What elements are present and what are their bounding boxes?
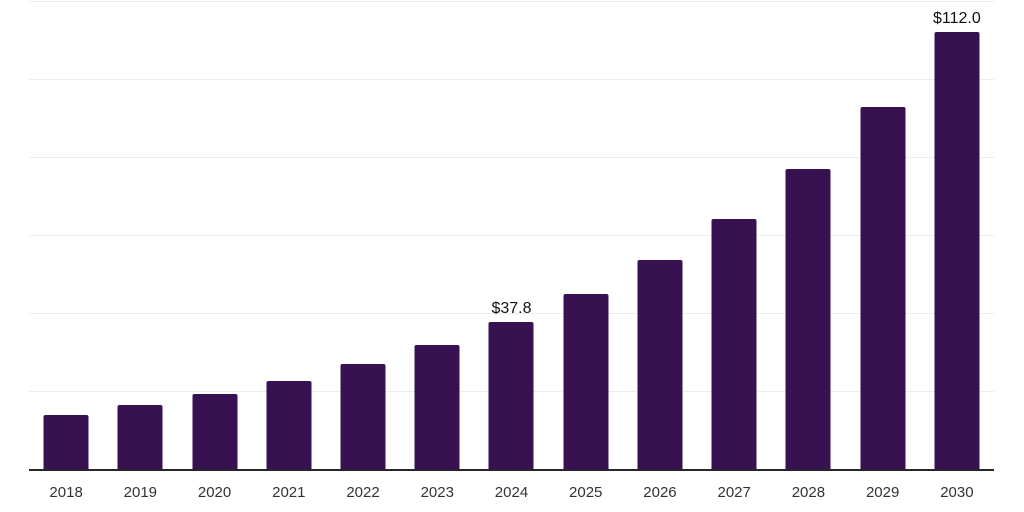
- bar-slot-2027: [697, 1, 771, 469]
- bar-slot-2019: [103, 1, 177, 469]
- x-tick-label-2025: 2025: [569, 484, 603, 501]
- bar-2026: [637, 260, 683, 469]
- bar-2020: [192, 394, 238, 469]
- gridline-60: [29, 235, 994, 236]
- x-tick-label-2022: 2022: [346, 484, 380, 501]
- bar-slot-2023: [400, 1, 474, 469]
- plot-area: $37.8 $112.0: [29, 1, 994, 469]
- bar-slot-2029: [846, 1, 920, 469]
- x-tick-label-2018: 2018: [49, 484, 83, 501]
- x-tick-label-2023: 2023: [420, 484, 454, 501]
- bar-2021: [266, 380, 312, 469]
- bar-2023: [414, 345, 460, 469]
- x-tick-label-2019: 2019: [123, 484, 158, 501]
- x-tick-label-2028: 2028: [791, 484, 826, 501]
- bar-slot-2021: [252, 1, 326, 469]
- x-tick-label-2030: 2030: [940, 484, 974, 501]
- bar-slot-2020: [177, 1, 251, 469]
- bar-2030: [934, 32, 980, 469]
- bar-slot-2024: $37.8: [474, 1, 548, 469]
- x-axis-line: [29, 469, 994, 471]
- x-tick-label-2027: 2027: [717, 484, 751, 501]
- bar-slot-2025: [549, 1, 623, 469]
- bar-slot-2026: [623, 1, 697, 469]
- bar-slot-2030: $112.0: [920, 1, 994, 469]
- gridline-120: [29, 1, 994, 2]
- bar-slot-2028: [771, 1, 845, 469]
- value-label-2024: $37.8: [491, 299, 532, 317]
- bar-2029: [860, 107, 906, 469]
- value-label-2030: $112.0: [933, 10, 981, 28]
- x-tick-label-2026: 2026: [643, 484, 677, 501]
- x-tick-label-2020: 2020: [197, 484, 232, 501]
- bar-2019: [117, 405, 163, 469]
- x-axis-labels: 2018 2019 2020 2021 2022 2023 2024 2025 2026 2027…: [29, 482, 994, 504]
- bar-2022: [340, 364, 386, 469]
- gridline-100: [29, 79, 994, 80]
- bar-2027: [711, 219, 757, 469]
- x-tick-label-2021: 2021: [272, 484, 306, 501]
- bar-slot-2018: [29, 1, 103, 469]
- x-tick-label-2029: 2029: [865, 484, 900, 501]
- gridline-40: [29, 313, 994, 314]
- x-tick-label-2024: 2024: [494, 484, 529, 501]
- bar-2028: [785, 169, 831, 469]
- bar-2018: [43, 415, 89, 469]
- gridline-80: [29, 157, 994, 158]
- bar-2025: [563, 293, 609, 469]
- bar-slot-2022: [326, 1, 400, 469]
- bar-2024: [488, 321, 534, 469]
